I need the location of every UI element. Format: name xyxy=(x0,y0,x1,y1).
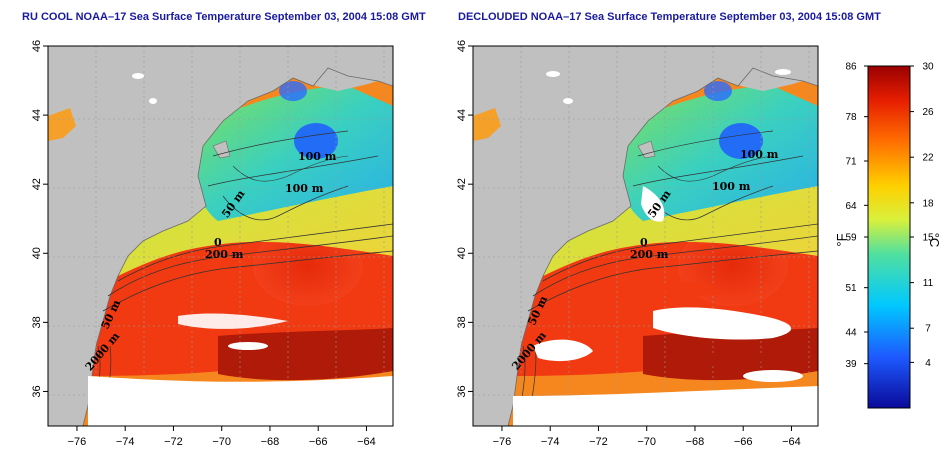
right-y-tick-label: 40 xyxy=(456,247,468,259)
left-x-tick-label: −66 xyxy=(309,436,328,448)
left-x-tick-label: −76 xyxy=(68,436,87,448)
right-y-tick-label: 44 xyxy=(456,109,468,121)
left-contour-label-zero: 0 xyxy=(214,236,222,249)
right-contour-label-200m: 200 m xyxy=(630,248,669,261)
right-y-tick-label: 42 xyxy=(456,178,468,190)
left-y-tick-label: 42 xyxy=(31,178,43,190)
right-x-tick-label: −74 xyxy=(541,436,560,448)
right-y-tick-label: 36 xyxy=(456,385,468,397)
right-contour-label-zero: 0 xyxy=(640,236,648,249)
right-x-tick-label: −70 xyxy=(637,436,656,448)
left-y-tick-label: 38 xyxy=(31,316,43,328)
fahrenheit-unit-label: °F xyxy=(834,233,849,246)
right-x-tick-label: −64 xyxy=(782,436,801,448)
celsius-tick-label: 15 xyxy=(922,233,934,244)
fahrenheit-tick-label: 59 xyxy=(845,233,857,244)
fahrenheit-tick-label: 78 xyxy=(845,112,857,123)
left-panel-title: RU COOL NOAA–17 Sea Surface Temperature … xyxy=(22,11,426,23)
left-axes: −76 −74 −72 −70 −68 −66 −64 36 38 40 42 44 46 xyxy=(31,40,376,448)
fahrenheit-tick-label: 71 xyxy=(845,157,857,168)
right-axes: −76 −74 −72 −70 −68 −66 −64 36 38 40 42 44 46 xyxy=(456,40,801,448)
colorbar-ticks: 4 7 11 15 18 22 26 30 39 44 51 59 64 71 78 86 xyxy=(845,62,934,371)
left-x-tick-label: −74 xyxy=(116,436,135,448)
celsius-tick-label: 11 xyxy=(923,278,934,289)
right-sst-map: 100 m 100 m 50 m 200 m 50 m 2000 m 0 xyxy=(472,45,819,427)
left-x-tick-label: −72 xyxy=(164,436,183,448)
colorbar: 4 7 11 15 18 22 26 30 39 44 51 59 64 71 78 86 °F °C xyxy=(834,62,942,409)
right-x-tick-label: −76 xyxy=(493,436,512,448)
left-y-tick-label: 36 xyxy=(31,385,43,397)
celsius-tick-label: 26 xyxy=(922,107,934,118)
celsius-tick-label: 4 xyxy=(925,358,931,369)
right-panel-title: DECLOUDED NOAA–17 Sea Surface Temperatur… xyxy=(458,11,881,23)
celsius-tick-label: 30 xyxy=(922,62,934,73)
fahrenheit-tick-label: 64 xyxy=(845,201,857,212)
celsius-tick-label: 18 xyxy=(922,198,934,209)
celsius-tick-label: 7 xyxy=(925,324,931,335)
right-y-tick-label: 46 xyxy=(456,40,468,52)
right-contour-label-100m-east: 100 m xyxy=(740,148,779,161)
left-y-tick-label: 40 xyxy=(31,247,43,259)
colorbar-scale xyxy=(867,65,911,409)
right-x-tick-label: −72 xyxy=(589,436,608,448)
fahrenheit-tick-label: 44 xyxy=(845,328,857,339)
left-x-tick-label: −70 xyxy=(212,436,231,448)
left-x-tick-label: −64 xyxy=(357,436,376,448)
celsius-tick-label: 22 xyxy=(922,153,934,164)
right-contour-label-100m-mid: 100 m xyxy=(712,180,751,193)
celsius-unit-label: °C xyxy=(927,233,942,248)
left-contour-label-100m-east: 100 m xyxy=(298,150,337,163)
fahrenheit-tick-label: 86 xyxy=(845,62,857,73)
left-sst-map: 100 m 100 m 50 m 200 m 50 m 2000 m 0 xyxy=(47,45,394,427)
fahrenheit-tick-label: 51 xyxy=(845,283,857,294)
fahrenheit-tick-label: 39 xyxy=(845,359,857,370)
left-x-tick-label: −68 xyxy=(261,436,280,448)
left-contour-label-200m: 200 m xyxy=(205,248,244,261)
left-y-tick-label: 44 xyxy=(31,109,43,121)
right-x-tick-label: −68 xyxy=(686,436,705,448)
right-x-tick-label: −66 xyxy=(734,436,753,448)
left-contour-label-100m-mid: 100 m xyxy=(285,182,324,195)
left-y-tick-label: 46 xyxy=(31,40,43,52)
right-y-tick-label: 38 xyxy=(456,316,468,328)
